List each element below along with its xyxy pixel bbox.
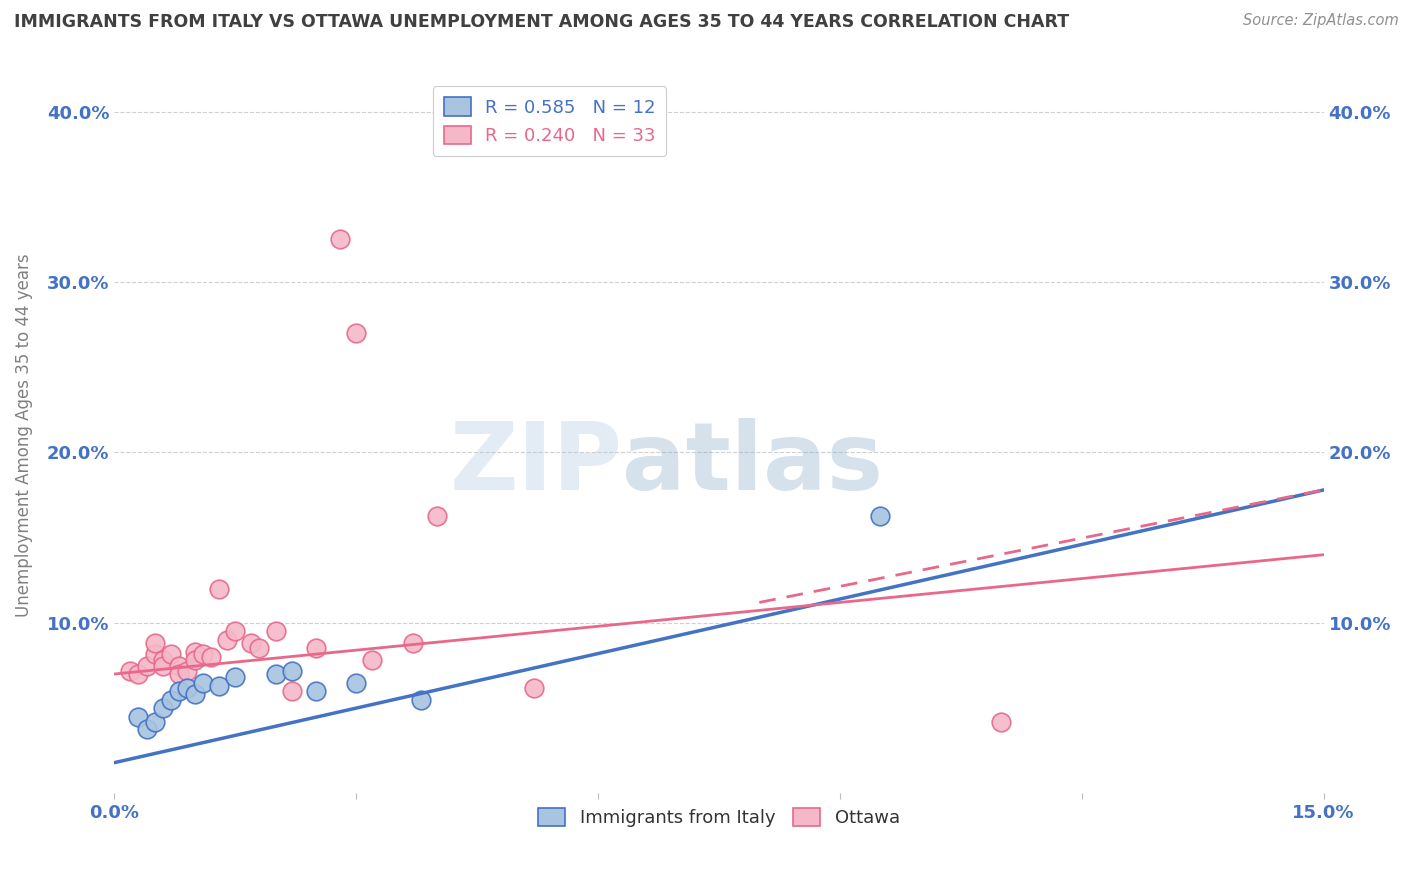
- Point: [127, 667, 149, 681]
- Point: [159, 692, 181, 706]
- Point: [264, 624, 287, 639]
- Point: [280, 664, 302, 678]
- Point: [120, 664, 142, 678]
- Point: [200, 650, 222, 665]
- Point: [409, 692, 432, 706]
- Point: [184, 653, 207, 667]
- Text: Source: ZipAtlas.com: Source: ZipAtlas.com: [1243, 13, 1399, 29]
- Legend: Immigrants from Italy, Ottawa: Immigrants from Italy, Ottawa: [531, 801, 907, 834]
- Point: [280, 684, 302, 698]
- Point: [176, 664, 198, 678]
- Point: [167, 658, 190, 673]
- Point: [305, 684, 328, 698]
- Point: [344, 675, 367, 690]
- Point: [159, 647, 181, 661]
- Point: [240, 636, 263, 650]
- Point: [143, 636, 166, 650]
- Y-axis label: Unemployment Among Ages 35 to 44 years: Unemployment Among Ages 35 to 44 years: [15, 253, 32, 617]
- Point: [217, 632, 239, 647]
- Point: [167, 667, 190, 681]
- Point: [191, 675, 214, 690]
- Point: [143, 647, 166, 661]
- Point: [264, 667, 287, 681]
- Point: [426, 508, 449, 523]
- Point: [224, 624, 246, 639]
- Point: [344, 326, 367, 340]
- Point: [208, 679, 231, 693]
- Text: IMMIGRANTS FROM ITALY VS OTTAWA UNEMPLOYMENT AMONG AGES 35 TO 44 YEARS CORRELATI: IMMIGRANTS FROM ITALY VS OTTAWA UNEMPLOY…: [14, 13, 1069, 31]
- Point: [401, 636, 423, 650]
- Point: [329, 232, 352, 246]
- Text: atlas: atlas: [623, 418, 883, 510]
- Point: [522, 681, 544, 695]
- Point: [224, 670, 246, 684]
- Point: [135, 722, 157, 736]
- Point: [184, 645, 207, 659]
- Point: [152, 653, 174, 667]
- Point: [176, 681, 198, 695]
- Point: [990, 714, 1012, 729]
- Point: [191, 647, 214, 661]
- Point: [869, 508, 891, 523]
- Point: [361, 653, 384, 667]
- Point: [184, 688, 207, 702]
- Point: [247, 641, 270, 656]
- Point: [135, 658, 157, 673]
- Point: [305, 641, 328, 656]
- Text: ZIP: ZIP: [450, 418, 623, 510]
- Point: [127, 709, 149, 723]
- Point: [152, 658, 174, 673]
- Point: [143, 714, 166, 729]
- Point: [208, 582, 231, 596]
- Point: [167, 684, 190, 698]
- Point: [152, 701, 174, 715]
